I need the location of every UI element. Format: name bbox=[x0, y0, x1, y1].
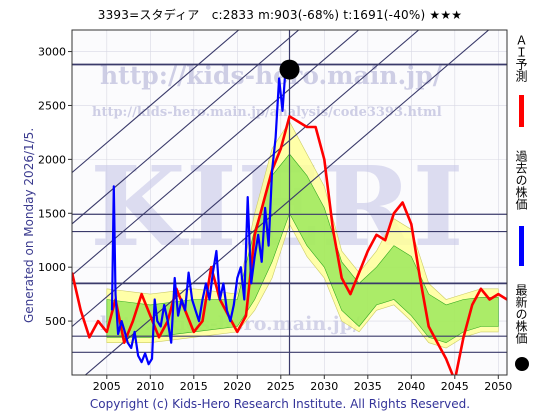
diagonal-guide-0 bbox=[72, 30, 240, 174]
y-tick-label-2: 1500 bbox=[38, 207, 66, 220]
latest-price-marker bbox=[279, 59, 300, 80]
x-tick-label-0: 2005 bbox=[93, 380, 121, 393]
y-tick-label-3: 2000 bbox=[38, 153, 66, 166]
y-tick-label-4: 2500 bbox=[38, 99, 66, 112]
diagonal-guide-3 bbox=[72, 30, 420, 328]
x-tick-label-8: 2045 bbox=[441, 380, 469, 393]
series-lines bbox=[72, 61, 507, 375]
legend-history-swatch bbox=[519, 226, 524, 266]
x-tick-label-5: 2030 bbox=[310, 380, 338, 393]
legend-history-label: 過去の株価 bbox=[514, 150, 528, 210]
x-tick-label-3: 2020 bbox=[223, 380, 251, 393]
green-band bbox=[106, 153, 499, 344]
diagonal-guide-2 bbox=[72, 30, 360, 276]
x-tick-label-1: 2010 bbox=[136, 380, 164, 393]
y-tick-label-1: 1000 bbox=[38, 261, 66, 274]
legend-ai-swatch bbox=[519, 95, 524, 127]
chart-title: 3393=スタディア c:2833 m:903(-68%) t:1691(-40… bbox=[97, 8, 463, 22]
y-tick-label-0: 500 bbox=[45, 315, 66, 328]
latest-price-dot bbox=[279, 59, 300, 80]
x-tick-label-6: 2035 bbox=[354, 380, 382, 393]
legend-ai-label: ＡＩ予測 bbox=[514, 34, 528, 82]
watermark-url: http://kids-hero.main.jp/ bbox=[100, 61, 443, 90]
y-tick-label-5: 3000 bbox=[38, 46, 66, 59]
guide-lines bbox=[72, 30, 507, 375]
x-tick-label-4: 2025 bbox=[267, 380, 295, 393]
watermark-analysis-url: http://kids-hero.main.jp/analysis/code33… bbox=[92, 105, 442, 120]
y-axis: 500 1000 1500 2000 2500 3000 bbox=[38, 46, 72, 328]
x-tick-label-7: 2040 bbox=[397, 380, 425, 393]
diagonal-guide-4 bbox=[84, 30, 490, 375]
x-axis: 2005 2010 2015 2020 2025 2030 2035 2040 2045 2050 bbox=[93, 375, 512, 393]
plot-frame bbox=[71, 29, 508, 376]
price-history-line bbox=[110, 61, 291, 366]
diagonal-guide-1 bbox=[72, 30, 300, 225]
x-tick-label-9: 2050 bbox=[484, 380, 512, 393]
copyright-footer: Copyright (c) Kids-Hero Research Institu… bbox=[89, 397, 471, 411]
ai-prediction-line bbox=[72, 115, 507, 375]
x-tick-label-2: 2015 bbox=[180, 380, 208, 393]
legend-latest-dot-icon bbox=[515, 357, 529, 371]
legend-latest-label: 最新の株価 bbox=[514, 284, 528, 344]
